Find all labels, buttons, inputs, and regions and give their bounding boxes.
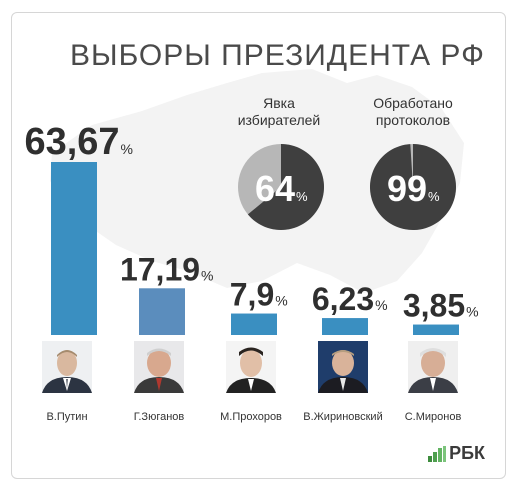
candidate-name-zyuganov: Г.Зюганов: [133, 411, 185, 423]
candidate-photo-putin: [42, 341, 92, 393]
value-unit-mironov: %: [466, 304, 478, 320]
value-label-prokhorov: 7,9: [230, 277, 274, 313]
processed-pie-slice: [370, 144, 457, 231]
value-label-mironov: 3,85: [403, 288, 465, 324]
bar-putin: [51, 162, 97, 335]
bar-zyuganov: [139, 288, 185, 335]
page-title: ВЫБОРЫ ПРЕЗИДЕНТА РФ: [70, 39, 485, 72]
rbc-logo-icon: [428, 445, 447, 462]
candidate-name-zhirinovsky: В.Жириновский: [303, 411, 383, 423]
value-label-zhirinovsky: 6,23: [312, 281, 374, 317]
candidate-photo-zhirinovsky: [318, 341, 368, 393]
candidate-photo-prokhorov: [226, 341, 276, 393]
value-unit-putin: %: [121, 141, 133, 157]
bar-prokhorov: [231, 313, 277, 335]
processed-label-line1: Обработано: [373, 95, 453, 111]
processed-label: Обработано протоколов: [358, 95, 468, 129]
turnout-pie-slice: [247, 144, 324, 230]
results-bar-chart: 63,67 %17,19 %7,9% 6,23% 3,85 %64% 99%: [24, 121, 479, 335]
infographic-card: ВЫБОРЫ ПРЕЗИДЕНТА РФ 63,67% 17,19% 7,9% 6,2…: [11, 12, 506, 479]
processed-pie-value: 99: [387, 168, 427, 209]
value-unit-prokhorov: %: [275, 293, 287, 309]
candidate-photo-zyuganov: [134, 341, 184, 393]
bar-zhirinovsky: [322, 318, 368, 335]
value-label-zyuganov: 17,19: [120, 251, 200, 287]
candidate-photo-mironov: [408, 341, 458, 393]
turnout-pie-value: 64: [255, 168, 295, 209]
processed-pie-unit: %: [428, 189, 440, 204]
candidate-name-putin: В.Путин: [46, 411, 88, 423]
turnout-pie-unit: %: [296, 189, 308, 204]
value-unit-zhirinovsky: %: [375, 297, 387, 313]
rbc-logo-text: РБК: [449, 443, 485, 463]
bar-mironov: [413, 324, 459, 335]
turnout-label-line1: Явка: [263, 95, 295, 111]
turnout-label: Явка избирателей: [224, 95, 334, 129]
rbc-logo: РБК: [428, 443, 485, 464]
candidate-name-mironov: С.Миронов: [404, 411, 462, 423]
value-unit-zyuganov: %: [201, 267, 213, 283]
processed-label-line2: протоколов: [375, 112, 451, 128]
value-label-putin: 63,67: [24, 121, 119, 163]
turnout-label-line2: избирателей: [237, 112, 321, 128]
candidate-name-prokhorov: М.Прохоров: [220, 411, 282, 423]
